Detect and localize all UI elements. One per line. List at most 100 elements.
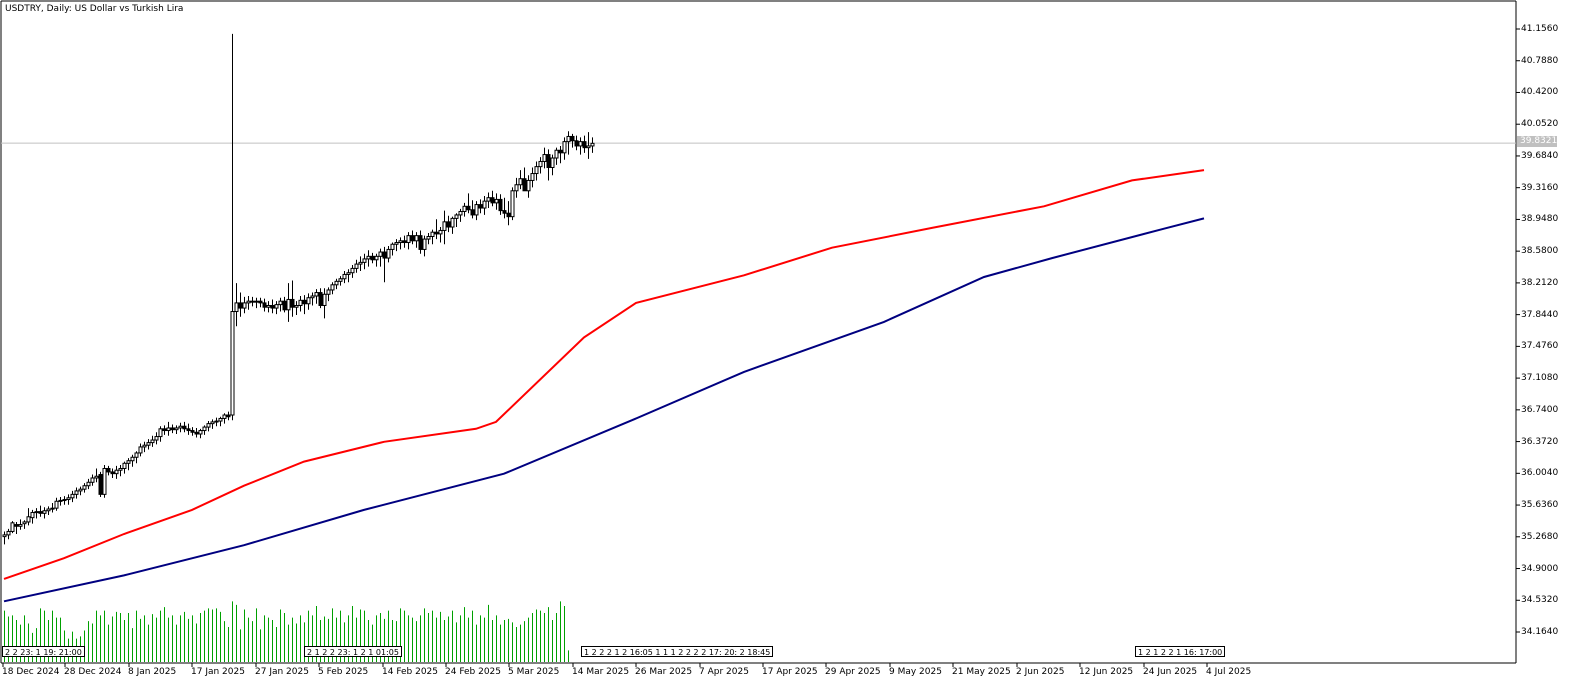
candle <box>582 135 587 153</box>
candle <box>490 190 495 207</box>
x-axis-label: 24 Jun 2025 <box>1143 667 1198 677</box>
candle <box>286 283 291 322</box>
bearish-candle-body <box>162 428 167 432</box>
bearish-candle-body <box>446 221 451 228</box>
candle <box>46 506 51 516</box>
candle <box>474 201 479 221</box>
candle <box>82 483 87 493</box>
candle <box>114 465 119 479</box>
bullish-candle-body <box>462 205 467 212</box>
candle <box>262 298 267 312</box>
candle <box>430 229 435 245</box>
bullish-candle-body <box>394 242 399 245</box>
bullish-candle-body <box>442 221 447 231</box>
candle <box>442 210 447 245</box>
candle <box>62 496 67 505</box>
fast-moving-average-line <box>3 169 1205 580</box>
candle <box>246 296 251 310</box>
bullish-candle-body <box>266 304 271 308</box>
candle <box>378 248 383 267</box>
x-axis-label: 8 Jan 2025 <box>128 667 177 677</box>
x-axis-label: 9 May 2025 <box>889 667 942 677</box>
candle <box>74 487 79 499</box>
candle <box>214 417 219 427</box>
candle <box>314 289 319 304</box>
candle <box>546 149 551 181</box>
candle <box>586 132 591 159</box>
y-axis-label: 36.3720 <box>1521 436 1559 447</box>
candle <box>502 197 507 219</box>
candle <box>538 157 543 174</box>
bullish-candle-body <box>530 173 535 181</box>
volume-time-label: 2 2 23: 1 19: 21:00 <box>2 646 85 657</box>
bullish-candle-body <box>122 462 127 469</box>
candle <box>426 233 431 245</box>
bullish-candle-body <box>526 179 531 192</box>
chart-title: USDTRY, Daily: US Dollar vs Turkish Lira <box>5 4 184 14</box>
bullish-candle-body <box>566 135 571 143</box>
x-axis-label: 24 Feb 2025 <box>445 667 502 677</box>
candle <box>282 296 287 313</box>
bullish-candle-body <box>34 511 39 514</box>
candle <box>574 135 579 151</box>
bullish-candle-body <box>242 302 247 309</box>
candle <box>358 256 363 271</box>
candle <box>542 147 547 169</box>
candle <box>14 521 19 535</box>
x-axis-label: 27 Jan 2025 <box>255 667 309 677</box>
candle <box>250 296 255 307</box>
candle <box>274 301 279 315</box>
bullish-candle-body <box>2 534 7 538</box>
bullish-candle-body <box>358 261 363 265</box>
y-axis-label: 34.9000 <box>1521 563 1559 574</box>
candle <box>510 187 515 221</box>
candle <box>182 421 187 433</box>
bullish-candle-body <box>274 304 279 309</box>
bearish-candle-body <box>418 235 423 250</box>
candle <box>570 133 575 148</box>
bullish-candle-body <box>62 499 67 502</box>
bullish-candle-body <box>86 481 91 487</box>
bearish-candle-body <box>502 210 507 214</box>
candle <box>190 427 195 436</box>
candle <box>162 425 167 435</box>
candle <box>234 283 239 327</box>
candle <box>230 33 235 421</box>
candle <box>218 416 223 427</box>
slow-moving-average-line <box>3 217 1205 603</box>
bullish-candle-body <box>94 475 99 479</box>
candle <box>102 465 107 498</box>
bullish-candle-body <box>426 235 431 240</box>
bullish-candle-body <box>26 516 31 523</box>
x-axis-label: 5 Feb 2025 <box>318 667 369 677</box>
x-axis-label: 26 Mar 2025 <box>635 667 693 677</box>
bearish-candle-body <box>370 255 375 261</box>
bearish-candle-body <box>318 292 323 306</box>
candle <box>386 245 391 263</box>
candle <box>70 490 75 503</box>
candle <box>18 519 23 530</box>
bullish-candle-body <box>514 184 519 192</box>
candle <box>198 428 203 439</box>
candle <box>98 471 103 497</box>
candle <box>270 299 275 314</box>
candle <box>478 199 483 214</box>
bullish-candle-body <box>322 293 327 306</box>
bullish-candle-body <box>314 292 319 297</box>
x-axis-label: 18 Dec 2024 <box>2 667 60 677</box>
candle <box>326 287 331 302</box>
candle <box>370 252 375 264</box>
bullish-candle-body <box>338 278 343 282</box>
candle <box>226 411 231 421</box>
bullish-candle-body <box>366 255 371 260</box>
candle <box>110 468 115 478</box>
bullish-candle-body <box>334 280 339 286</box>
bearish-candle-body <box>546 154 551 169</box>
candle <box>450 216 455 234</box>
bullish-candle-body <box>30 511 35 519</box>
candle <box>50 502 55 513</box>
bullish-candle-body <box>142 444 147 448</box>
candle <box>6 528 11 540</box>
candle <box>526 175 531 198</box>
